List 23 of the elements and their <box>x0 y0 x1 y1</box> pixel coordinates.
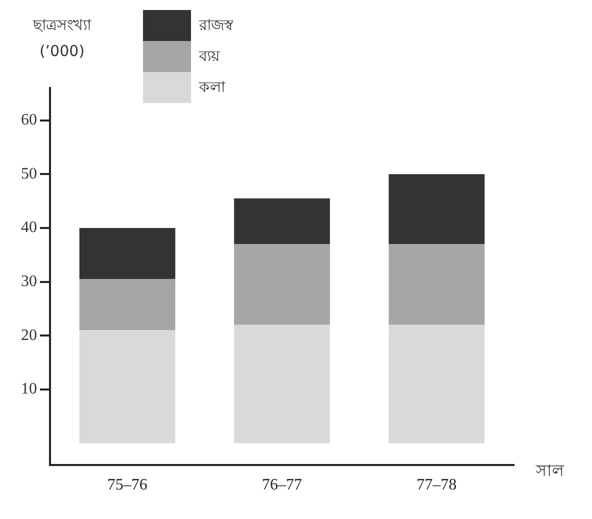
legend-label: রাজস্ব <box>199 15 233 36</box>
bar <box>388 174 485 244</box>
legend-label: কলা <box>199 77 225 98</box>
bar <box>234 244 330 325</box>
x-tick-label: 75–76 <box>107 476 148 494</box>
legend-label: ব্যয় <box>199 46 220 67</box>
y-tick-label: 60 <box>21 112 37 128</box>
bar <box>388 324 485 444</box>
bar <box>79 330 176 444</box>
bar <box>234 198 330 244</box>
bar <box>79 228 176 280</box>
bar <box>79 279 176 330</box>
x-tick-label: 77–78 <box>416 476 457 494</box>
y-axis-title: ছাত্রসংখ্যা (’000) <box>32 15 92 62</box>
bar <box>234 324 330 444</box>
y-tick-label: 20 <box>21 326 37 344</box>
y-tick-label: 30 <box>21 272 37 290</box>
x-tick-label: 76–77 <box>262 476 302 494</box>
x-axis-title: সাল <box>536 460 564 482</box>
y-tick-label: 50 <box>21 165 37 182</box>
y-tick-label: 40 <box>21 219 37 236</box>
y-tick-label: 10 <box>21 380 37 398</box>
bar <box>388 244 485 325</box>
